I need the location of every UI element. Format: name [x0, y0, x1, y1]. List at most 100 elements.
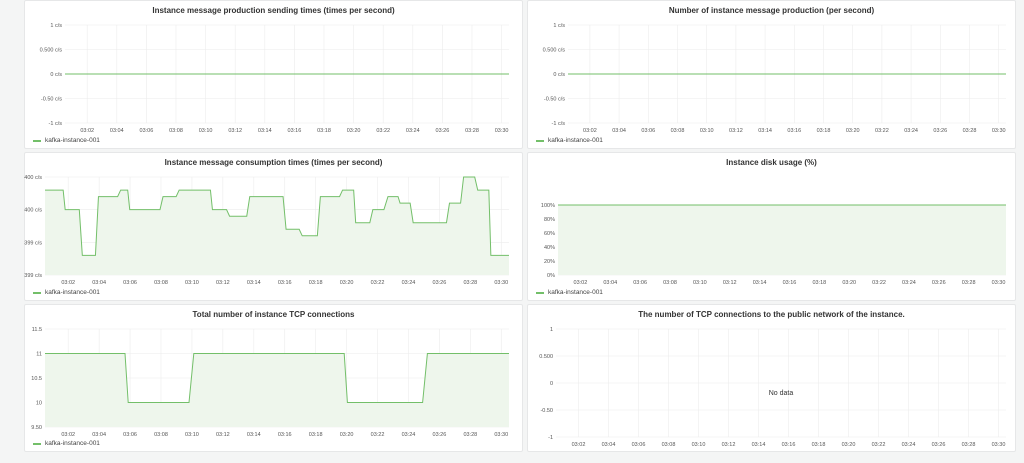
y-tick-label: 399 c/s — [24, 240, 42, 246]
x-tick-label: 03:20 — [842, 442, 856, 448]
y-tick-label: 0 c/s — [553, 72, 565, 78]
panel-production-count[interactable]: Number of instance message production (p… — [527, 0, 1016, 149]
x-tick-label: 03:20 — [347, 128, 361, 134]
y-tick-label: 0 c/s — [50, 72, 62, 78]
x-tick-label: 03:30 — [992, 280, 1006, 286]
panel-title: Number of instance message production (p… — [668, 6, 875, 15]
chart-production-count: 03:02 03:04 03:06 03:08 03:10 03:12 03:14 03:16… — [543, 23, 1006, 134]
x-tick-label: 03:24 — [902, 442, 916, 448]
x-tick-label: 03:02 — [61, 280, 75, 286]
x-tick-label: 03:02 — [574, 280, 588, 286]
y-tick-label: 1 — [550, 327, 553, 333]
panel-title: Instance message production sending time… — [152, 6, 395, 15]
x-tick-label: 03:06 — [633, 280, 647, 286]
legend[interactable]: kafka-instance-001 — [536, 137, 603, 144]
panel-consumption-times[interactable]: Instance message consumption times (time… — [24, 152, 523, 301]
x-tick-label: 03:18 — [812, 442, 826, 448]
x-tick-label: 03:14 — [247, 280, 261, 286]
x-tick-label: 03:20 — [340, 432, 354, 438]
page-footer-strip — [0, 453, 1024, 463]
y-tick-label: 40% — [544, 245, 555, 251]
chart-public-tcp-connections: 03:02 03:04 03:06 03:08 03:10 03:12 03:14 03:16… — [539, 327, 1006, 448]
x-tick-label: 03:16 — [278, 280, 292, 286]
legend[interactable]: kafka-instance-001 — [33, 289, 100, 296]
panel-production-sending-times[interactable]: Instance message production sending time… — [24, 0, 523, 149]
x-tick-label: 03:14 — [752, 442, 766, 448]
legend[interactable]: kafka-instance-001 — [536, 289, 603, 296]
x-tick-label: 03:06 — [632, 442, 646, 448]
y-tick-label: 10.5 — [31, 376, 42, 382]
x-tick-label: 03:12 — [722, 442, 736, 448]
x-tick-label: 03:16 — [288, 128, 302, 134]
x-tick-label: 03:10 — [185, 432, 199, 438]
legend-swatch-icon — [33, 291, 41, 294]
y-tick-label: 1 c/s — [50, 23, 62, 29]
x-tick-label: 03:08 — [663, 280, 677, 286]
y-tick-label: 0.500 — [539, 354, 553, 360]
y-tick-label: 10 — [36, 401, 42, 407]
x-tick-label: 03:08 — [154, 280, 168, 286]
x-tick-label: 03:06 — [140, 128, 154, 134]
x-tick-label: 03:08 — [671, 128, 685, 134]
x-tick-label: 03:12 — [216, 432, 230, 438]
y-tick-label: 400 c/s — [24, 175, 42, 181]
x-tick-label: 03:18 — [309, 432, 323, 438]
x-tick-label: 03:10 — [199, 128, 213, 134]
x-tick-label: 03:28 — [463, 432, 477, 438]
x-tick-label: 03:14 — [258, 128, 272, 134]
y-tick-label: 80% — [544, 217, 555, 223]
panel-disk-usage[interactable]: Instance disk usage (%) 03:02 03:04 03:06 0… — [527, 152, 1016, 301]
x-tick-label: 03:02 — [572, 442, 586, 448]
x-tick-label: 03:22 — [872, 442, 886, 448]
x-tick-label: 03:28 — [962, 442, 976, 448]
x-tick-label: 03:04 — [603, 280, 617, 286]
series-area — [558, 205, 1006, 275]
x-tick-label: 03:26 — [933, 128, 947, 134]
x-tick-label: 03:14 — [758, 128, 772, 134]
legend-label: kafka-instance-001 — [45, 137, 100, 144]
x-tick-label: 03:14 — [247, 432, 261, 438]
y-tick-label: 20% — [544, 259, 555, 265]
x-tick-label: 03:30 — [992, 128, 1006, 134]
y-tick-label: 0.500 c/s — [543, 48, 566, 54]
x-tick-label: 03:16 — [787, 128, 801, 134]
panel-title: Total number of instance TCP connections — [192, 310, 355, 319]
legend-swatch-icon — [536, 291, 544, 294]
series-line — [45, 353, 509, 403]
no-data-label: No data — [769, 390, 794, 397]
x-tick-label: 03:18 — [817, 128, 831, 134]
x-tick-label: 03:12 — [228, 128, 242, 134]
panel-title: The number of TCP connections to the pub… — [638, 310, 905, 319]
x-tick-label: 03:22 — [371, 432, 385, 438]
x-tick-label: 03:10 — [692, 442, 706, 448]
x-tick-label: 03:08 — [154, 432, 168, 438]
x-tick-label: 03:02 — [61, 432, 75, 438]
x-tick-label: 03:28 — [463, 280, 477, 286]
x-tick-label: 03:06 — [123, 280, 137, 286]
y-tick-label: 9.50 — [31, 425, 42, 431]
x-tick-label: 03:04 — [602, 442, 616, 448]
x-tick-label: 03:04 — [92, 280, 106, 286]
legend[interactable]: kafka-instance-001 — [33, 440, 100, 447]
x-tick-label: 03:26 — [932, 280, 946, 286]
x-tick-label: 03:06 — [123, 432, 137, 438]
x-tick-label: 03:06 — [641, 128, 655, 134]
panel-title: Instance message consumption times (time… — [164, 158, 383, 167]
panel-tcp-connections[interactable]: Total number of instance TCP connections… — [24, 304, 523, 452]
legend-swatch-icon — [33, 139, 41, 142]
x-tick-label: 03:24 — [406, 128, 420, 134]
y-tick-label: 1 c/s — [553, 23, 565, 29]
chart-disk-usage: 03:02 03:04 03:06 03:08 03:10 03:12 03:14 03:16… — [541, 203, 1006, 286]
x-tick-label: 03:02 — [80, 128, 94, 134]
x-tick-label: 03:04 — [612, 128, 626, 134]
x-tick-label: 03:26 — [433, 432, 447, 438]
legend-label: kafka-instance-001 — [45, 289, 100, 296]
x-tick-label: 03:10 — [185, 280, 199, 286]
legend[interactable]: kafka-instance-001 — [33, 137, 100, 144]
y-tick-label: 399 c/s — [24, 273, 42, 279]
y-tick-label: -0.50 — [540, 408, 553, 414]
x-tick-label: 03:28 — [465, 128, 479, 134]
x-tick-label: 03:08 — [169, 128, 183, 134]
x-tick-label: 03:12 — [216, 280, 230, 286]
panel-public-tcp-connections[interactable]: The number of TCP connections to the pub… — [527, 304, 1016, 452]
